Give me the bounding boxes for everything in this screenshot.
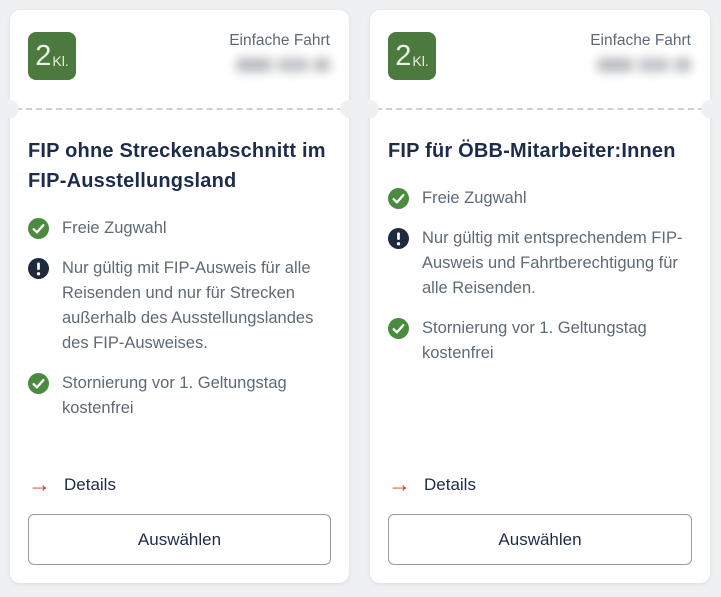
perforation-divider [1,100,358,118]
feature-text: Nur gültig mit FIP-Ausweis für alle Reis… [62,259,314,352]
class-badge-number: 2 [35,39,52,72]
details-link[interactable]: → Details [388,473,476,496]
feature-item: Nur gültig mit FIP-Ausweis für alle Reis… [28,256,331,356]
notch-right [701,100,719,118]
class-badge-suffix: Kl. [412,53,429,69]
card-body: FIP für ÖBB-Mitarbeiter:Innen Freie Zugw… [370,110,710,583]
fare-type-label: Einfache Fahrt [229,32,330,49]
notch-left [1,100,19,118]
check-icon [388,188,409,209]
feature-text: Stornierung vor 1. Geltungstag kostenfre… [62,374,287,417]
details-label: Details [424,474,476,494]
details-label: Details [64,474,116,494]
card-body: FIP ohne Streckenabschnitt im FIP-Ausste… [10,110,349,583]
select-button[interactable]: Auswählen [388,514,692,565]
price-redacted-blur [590,58,691,72]
ticket-card-fip-ohne-streckenabschnitt: 2 Kl. Einfache Fahrt FIP ohne Streckenab… [1,10,358,583]
class-badge-suffix: Kl. [52,53,69,69]
class-badge-number: 2 [395,39,412,72]
class-badge: 2 Kl. [28,32,76,80]
card-header: 2 Kl. Einfache Fahrt [10,10,349,108]
feature-item: Freie Zugwahl [28,216,331,241]
arrow-right-icon: → [28,471,51,497]
exclamation-icon [388,228,409,249]
check-icon [28,373,49,394]
details-link[interactable]: → Details [28,473,116,496]
perforation-divider [361,100,719,118]
class-badge: 2 Kl. [388,32,436,80]
fare-type-label: Einfache Fahrt [590,32,691,49]
feature-item: Freie Zugwahl [388,186,692,211]
fare-info: Einfache Fahrt [229,32,330,72]
feature-item: Stornierung vor 1. Geltungstag kostenfre… [28,371,331,421]
price-redacted-blur [229,58,330,72]
select-button[interactable]: Auswählen [28,514,331,565]
feature-item: Stornierung vor 1. Geltungstag kostenfre… [388,316,692,366]
card-header: 2 Kl. Einfache Fahrt [370,10,710,108]
check-icon [388,318,409,339]
arrow-right-icon: → [388,471,411,497]
notch-left [361,100,379,118]
ticket-title: FIP ohne Streckenabschnitt im FIP-Ausste… [28,140,326,192]
ticket-title: FIP für ÖBB-Mitarbeiter:Innen [388,140,676,162]
exclamation-icon [28,258,49,279]
feature-text: Nur gültig mit entsprechendem FIP-Auswei… [422,229,683,297]
feature-list: Freie Zugwahl Nur gültig mit entsprechen… [388,186,692,381]
feature-text: Stornierung vor 1. Geltungstag kostenfre… [422,319,647,362]
notch-right [340,100,358,118]
check-icon [28,218,49,239]
feature-item: Nur gültig mit entsprechendem FIP-Auswei… [388,226,692,301]
ticket-card-fip-oebb-mitarbeiter: 2 Kl. Einfache Fahrt FIP für ÖBB-Mitarbe… [361,10,719,583]
fare-info: Einfache Fahrt [590,32,691,72]
feature-text: Freie Zugwahl [422,189,527,207]
feature-text: Freie Zugwahl [62,219,167,237]
feature-list: Freie Zugwahl Nur gültig mit FIP-Ausweis… [28,216,331,436]
